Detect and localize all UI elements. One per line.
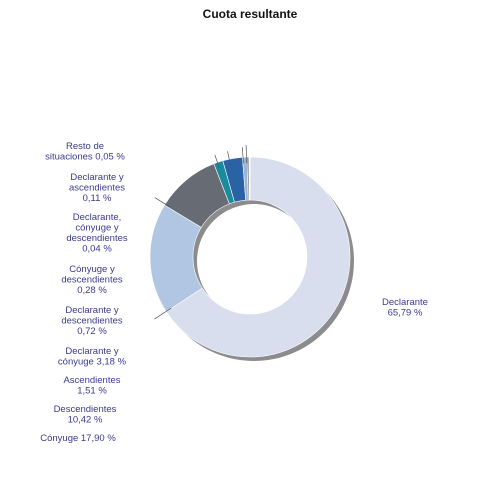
slice-label-line: Cónyuge y [69, 264, 115, 275]
slice-label-line: Cónyuge 17,90 % [40, 433, 116, 444]
slice-label-line: 0,11 % [83, 193, 112, 204]
slice-label-2: Descendientes 10,42 % [54, 404, 117, 426]
leader-line-1 [154, 197, 171, 208]
leader-line-2 [214, 154, 220, 169]
slice-label-8: Declarante y ascendientes 0,11 % [69, 172, 125, 204]
slice-label-line: descendientes [61, 275, 123, 286]
slice-label-line: descendientes [61, 316, 123, 327]
slice-label-line: Declarante [382, 297, 428, 308]
slice-label-0: Declarante 65,79 % [382, 297, 428, 319]
slice-label-4: Declarante y cónyuge 3,18 % [58, 346, 127, 368]
slice-label-line: Declarante y [65, 346, 119, 357]
leader-line-5 [245, 145, 248, 164]
slice-label-line: cónyuge 3,18 % [58, 357, 127, 368]
slice-label-line: 0,04 % [82, 244, 112, 255]
slice-label-5: Declarante y descendientes 0,72 % [61, 305, 123, 337]
slice-label-7: Declarante, cónyuge y descendientes 0,04 % [66, 212, 128, 255]
slice-label-line: situaciones 0,05 % [45, 152, 125, 163]
slice-label-line: descendientes [66, 233, 128, 244]
slice-label-1: Cónyuge 17,90 % [40, 433, 116, 444]
leader-line-4 [241, 147, 244, 164]
slice-label-line: 1,51 % [77, 386, 107, 397]
slice-label-line: Declarante y [70, 172, 124, 183]
slice-label-line: cónyuge y [75, 223, 119, 234]
slice-label-3: Ascendientes 1,51 % [63, 375, 120, 397]
slices-group [149, 156, 354, 361]
slice-label-line: 0,28 % [77, 285, 107, 296]
labels-group: Declarante 65,79 % Cónyuge 17,90 % Descendi… [40, 141, 428, 444]
slice-label-line: Declarante, [73, 212, 122, 223]
slice-label-line: Descendientes [54, 404, 117, 415]
slice-0 [165, 156, 351, 358]
slice-label-line: 0,72 % [77, 326, 107, 337]
slice-label-line: 10,42 % [68, 415, 103, 426]
slice-9 [249, 156, 251, 201]
chart-title: Cuota resultante [203, 7, 298, 21]
slice-label-9: Resto de situaciones 0,05 % [45, 141, 125, 163]
slice-label-line: ascendientes [69, 183, 125, 194]
slice-label-6: Cónyuge y descendientes 0,28 % [61, 264, 123, 296]
slice-label-line: Resto de [66, 141, 104, 152]
leader-lines-group [154, 145, 248, 320]
leader-line-0 [154, 307, 172, 320]
slice-label-line: 65,79 % [388, 308, 423, 319]
slice-label-line: Declarante y [65, 305, 119, 316]
slice-label-line: Ascendientes [63, 375, 120, 386]
leader-line-3 [227, 151, 231, 166]
